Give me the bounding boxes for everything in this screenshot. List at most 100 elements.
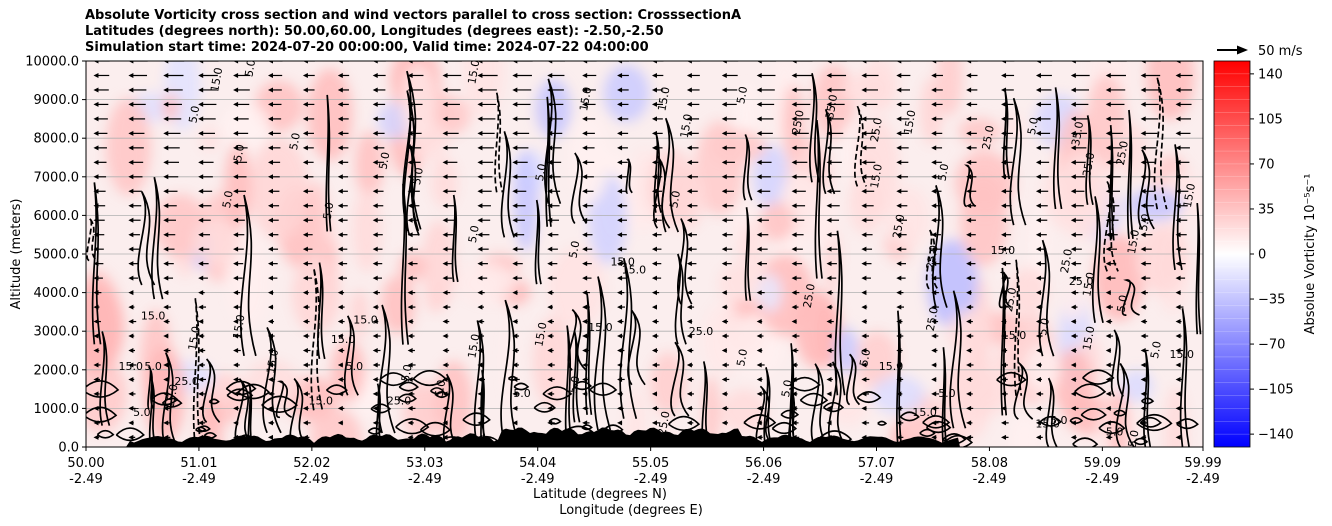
wind-vector-head: [442, 434, 448, 440]
wind-vector-head: [721, 145, 727, 151]
wind-vector-head: [477, 246, 483, 252]
wind-vector-head: [337, 130, 343, 136]
x-tick-label-lat: 50.00: [67, 456, 104, 471]
contour-line: [473, 320, 489, 447]
wind-vector-head: [163, 362, 169, 368]
wind-vector-head: [756, 174, 762, 180]
wind-vector-head: [826, 232, 832, 238]
contour-label: 5.0: [513, 387, 531, 400]
contour-label: 5.0: [533, 163, 549, 182]
wind-vector-head: [1070, 61, 1076, 64]
wind-vector-head: [791, 188, 797, 194]
contour-line: [814, 120, 823, 279]
wind-vector-head: [896, 159, 902, 165]
x-tick-label-lon: -2.49: [182, 472, 216, 487]
wind-vector-head: [861, 101, 867, 107]
contour-line: [310, 267, 324, 411]
wind-vector-head: [512, 116, 518, 122]
wind-vector-head: [931, 333, 937, 339]
wind-vector-head: [372, 376, 378, 382]
contour-line: [809, 73, 821, 183]
contour-label: 5.0: [779, 379, 795, 398]
wind-vector-head: [198, 87, 204, 93]
wind-vector-head: [268, 420, 274, 426]
wind-vector-head: [826, 72, 832, 78]
wind-vector-head: [582, 145, 588, 151]
wind-vector-head: [826, 290, 832, 296]
wind-vector-head: [1035, 290, 1041, 296]
wind-vector-head: [233, 188, 239, 194]
wind-vector-head: [1070, 319, 1076, 325]
wind-vector-head: [547, 290, 553, 296]
wind-vector-head: [93, 275, 99, 281]
contour-label: 15.0: [1080, 271, 1097, 297]
wind-vector-head: [512, 304, 518, 310]
wind-vector-head: [198, 145, 204, 151]
wind-vector-head: [896, 72, 902, 78]
wind-vector-head: [1001, 348, 1007, 353]
wind-vector-head: [407, 246, 413, 252]
wind-vector-head: [128, 391, 134, 397]
wind-vector-head: [826, 261, 832, 267]
wind-vector-head: [337, 232, 343, 238]
wind-vector-head: [1175, 319, 1181, 325]
wind-vector-head: [547, 376, 553, 382]
wind-vector-head: [93, 319, 99, 325]
contour-label: 15.0: [991, 244, 1016, 257]
contour-line: [845, 353, 861, 406]
wind-vector-head: [268, 87, 274, 93]
wind-vector-head: [1105, 275, 1111, 281]
wind-vector-head: [686, 61, 692, 64]
wind-vector-head: [1001, 116, 1007, 122]
wind-vector-head: [372, 290, 378, 296]
field-blob: [568, 114, 611, 204]
wind-vector-head: [826, 130, 832, 136]
wind-vector-head: [93, 362, 99, 368]
wind-vector-head: [966, 319, 972, 325]
wind-vector-head: [198, 348, 204, 353]
wind-vector-head: [582, 391, 588, 397]
wind-vector-head: [198, 319, 204, 325]
wind-vector-head: [617, 275, 623, 281]
wind-vector-head: [861, 333, 867, 339]
wind-vector-head: [791, 333, 797, 339]
x-axis: 50.00-2.4951.01-2.4952.02-2.4953.03-2.49…: [67, 447, 1222, 487]
contour-label: 15.0: [264, 348, 281, 374]
contour-line: [822, 108, 836, 195]
wind-vector-head: [931, 61, 937, 64]
wind-vector-head: [826, 420, 832, 426]
wind-vector-head: [512, 348, 518, 353]
wind-vector-head: [547, 217, 553, 223]
wind-vector-head: [1001, 420, 1007, 426]
wind-vector-head: [1175, 376, 1181, 382]
wind-vector-head: [966, 391, 972, 397]
wind-vector-head: [686, 348, 692, 353]
field-blob: [1024, 344, 1061, 393]
contour-label: 15.0: [1035, 418, 1060, 431]
wind-vector-head: [791, 348, 797, 353]
wind-vector-head: [268, 174, 274, 180]
contour-line: [810, 363, 829, 447]
wind-vector-head: [233, 348, 239, 353]
field-blob: [225, 231, 271, 328]
wind-vector-head: [966, 290, 972, 296]
wind-vector-head: [966, 203, 972, 209]
wind-vector-head: [1035, 362, 1041, 368]
wind-vector-head: [931, 319, 937, 325]
contour-line: [799, 392, 829, 407]
contour-label: 5.0: [287, 132, 303, 151]
wind-vector-head: [512, 101, 518, 107]
contour-label: 25.0: [1058, 248, 1075, 274]
wind-vector-head: [791, 159, 797, 165]
wind-vector-head: [512, 72, 518, 78]
wind-vector-head: [442, 61, 448, 64]
x-tick-label-lon: -2.49: [295, 472, 329, 487]
wind-vector-head: [477, 116, 483, 122]
wind-vector-head: [233, 217, 239, 223]
wind-vector-head: [268, 362, 274, 368]
wind-vector-head: [651, 275, 657, 281]
wind-vector-head: [407, 261, 413, 267]
contour-label: 5.0: [1126, 429, 1142, 448]
contour-line: [564, 325, 573, 447]
y-tick-label: 6000.0: [34, 209, 80, 224]
